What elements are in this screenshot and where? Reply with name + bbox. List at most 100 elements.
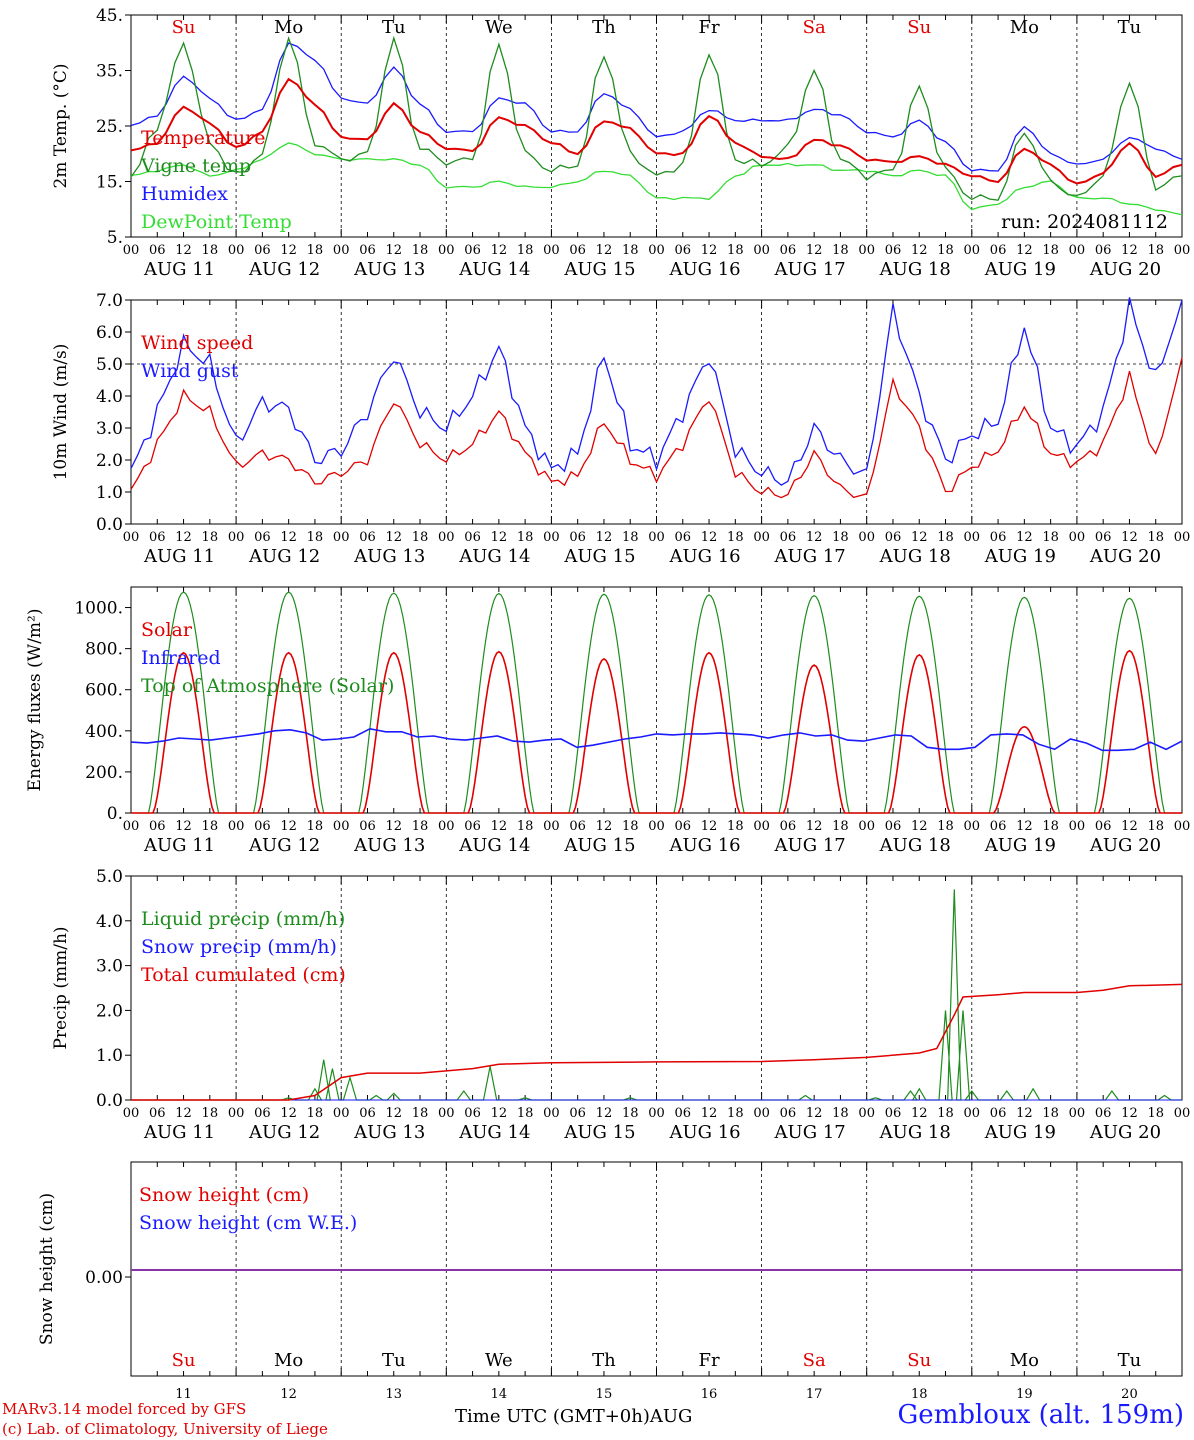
hour-tick-label: 00 — [228, 819, 245, 834]
legend-entry: Snow height (cm W.E.) — [139, 1212, 357, 1234]
hour-tick-label: 00 — [648, 530, 665, 545]
date-label: AUG 17 — [774, 835, 846, 856]
hour-tick-label: 12 — [806, 819, 823, 834]
weekday-label: Su — [172, 17, 196, 38]
hour-tick-label: 00 — [648, 1106, 665, 1121]
hour-tick-label: 06 — [1095, 530, 1112, 545]
y-tick-label: 200. — [85, 763, 123, 783]
legend-entry: Snow precip (mm/h) — [141, 936, 337, 958]
hour-tick-label: 00 — [753, 819, 770, 834]
legend-entry: Vigne temp — [140, 155, 251, 177]
hour-tick-label: 18 — [937, 819, 954, 834]
date-label: AUG 14 — [458, 1122, 530, 1143]
date-label: AUG 15 — [563, 1122, 635, 1143]
hour-tick-label: 06 — [1095, 243, 1112, 258]
weekday-label: Sa — [803, 17, 826, 38]
y-tick-label: 15. — [96, 173, 123, 193]
hour-tick-label: 00 — [753, 530, 770, 545]
day-number-label: 18 — [911, 1387, 928, 1402]
hour-tick-label: 12 — [491, 243, 508, 258]
y-tick-label: 7.0 — [96, 291, 123, 311]
hour-tick-label: 18 — [307, 243, 324, 258]
hour-tick-label: 06 — [359, 243, 376, 258]
hour-tick-label: 12 — [175, 243, 192, 258]
hour-tick-label: 06 — [990, 243, 1007, 258]
hour-tick-label: 18 — [202, 819, 219, 834]
date-label: AUG 18 — [879, 546, 951, 567]
date-label: AUG 19 — [984, 546, 1056, 567]
hour-tick-label: 00 — [123, 243, 140, 258]
hour-tick-label: 12 — [1121, 530, 1138, 545]
hour-tick-label: 12 — [175, 819, 192, 834]
date-label: AUG 12 — [248, 835, 320, 856]
y-tick-label: 5.0 — [96, 355, 123, 375]
legend-entry: Infrared — [141, 647, 221, 669]
y-axis-label: 2m Temp. (°C) — [51, 63, 71, 188]
hour-tick-label: 06 — [885, 243, 902, 258]
hour-tick-label: 00 — [1069, 243, 1086, 258]
hour-tick-label: 18 — [622, 530, 639, 545]
date-label: AUG 19 — [984, 835, 1056, 856]
weekday-label: We — [485, 17, 513, 38]
weekday-label: Mo — [274, 17, 303, 38]
hour-tick-label: 18 — [202, 530, 219, 545]
hour-tick-label: 18 — [727, 530, 744, 545]
hour-tick-label: 12 — [911, 243, 928, 258]
hour-tick-label: 12 — [385, 530, 402, 545]
weekday-label: Mo — [1010, 17, 1039, 38]
hour-tick-label: 00 — [123, 1106, 140, 1121]
hour-tick-label: 18 — [937, 1106, 954, 1121]
hour-tick-label: 18 — [1042, 819, 1059, 834]
y-tick-label: 0. — [107, 804, 123, 824]
hour-tick-label: 18 — [1147, 1106, 1164, 1121]
hour-tick-label: 12 — [701, 243, 718, 258]
legend-entry: Humidex — [141, 183, 228, 205]
y-tick-label: 600. — [85, 681, 123, 701]
day-number-label: 12 — [280, 1387, 297, 1402]
hour-tick-label: 00 — [964, 243, 981, 258]
hour-tick-label: 00 — [438, 819, 455, 834]
hour-tick-label: 06 — [464, 819, 481, 834]
hour-tick-label: 18 — [307, 819, 324, 834]
weekday-label: Th — [592, 17, 616, 38]
date-label: AUG 20 — [1089, 835, 1161, 856]
hour-tick-label: 18 — [307, 530, 324, 545]
hour-tick-label: 12 — [911, 1106, 928, 1121]
hour-tick-label: 12 — [1016, 1106, 1033, 1121]
date-label: AUG 11 — [143, 259, 215, 280]
date-label: AUG 13 — [353, 1122, 425, 1143]
hour-tick-label: 12 — [491, 819, 508, 834]
hour-tick-label: 00 — [123, 819, 140, 834]
hour-tick-label: 00 — [964, 1106, 981, 1121]
legend-entry: Solar — [141, 619, 193, 641]
hour-tick-label: 06 — [149, 819, 166, 834]
weekday-label: Fr — [699, 17, 720, 38]
day-number-label: 16 — [701, 1387, 718, 1402]
legend-entry: DewPoint Temp — [141, 211, 292, 233]
hour-tick-label: 12 — [911, 819, 928, 834]
legend-entry: Top of Atmosphere (Solar) — [141, 675, 394, 697]
weekday-label: Fr — [699, 1350, 720, 1371]
hour-tick-label: 00 — [228, 243, 245, 258]
hour-tick-label: 18 — [1147, 243, 1164, 258]
hour-tick-label: 12 — [385, 1106, 402, 1121]
series-line — [130, 142, 1183, 216]
hour-tick-label: 18 — [1042, 530, 1059, 545]
hour-tick-label: 06 — [990, 819, 1007, 834]
hour-tick-label: 18 — [307, 1106, 324, 1121]
hour-tick-label: 00 — [1174, 819, 1191, 834]
hour-tick-label: 06 — [885, 819, 902, 834]
weekday-label: Su — [172, 1350, 196, 1371]
y-tick-label: 0.00 — [85, 1268, 123, 1288]
hour-tick-label: 18 — [517, 1106, 534, 1121]
y-tick-label: 800. — [85, 640, 123, 660]
date-label: AUG 17 — [774, 259, 846, 280]
weekday-label: Tu — [1118, 17, 1142, 38]
hour-tick-label: 06 — [149, 243, 166, 258]
y-tick-label: 2.0 — [96, 451, 123, 471]
solar-line — [131, 649, 1182, 814]
hour-tick-label: 18 — [412, 1106, 429, 1121]
date-label: AUG 16 — [668, 546, 740, 567]
panel-frame — [130, 299, 1183, 525]
legend-entry: Wind gust — [141, 360, 239, 382]
